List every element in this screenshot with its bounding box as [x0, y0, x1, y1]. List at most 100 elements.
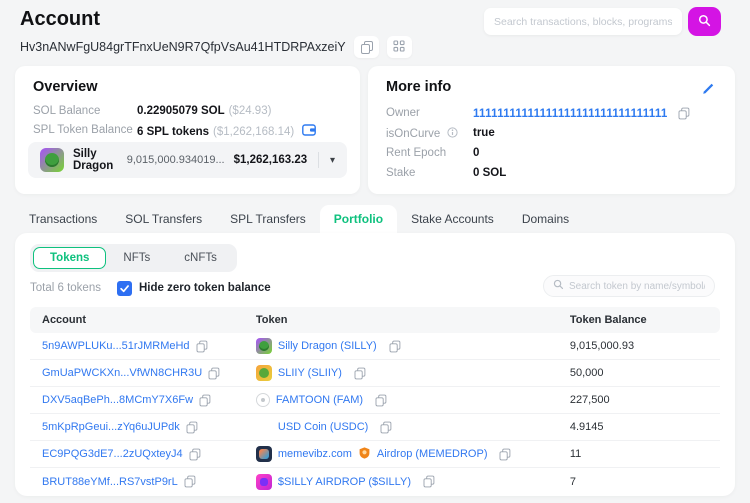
toggle-nfts[interactable]: NFTs	[106, 247, 167, 269]
wallet-icon[interactable]	[302, 124, 317, 139]
token-link[interactable]: memevibz.com	[277, 448, 352, 460]
account-link[interactable]: EC9PQG3dE7...2zUQxteyJ4	[42, 448, 183, 460]
spl-balance-usd: ($1,262,168.14)	[213, 125, 295, 138]
copy-icon[interactable]	[380, 421, 392, 433]
rent-epoch-label: Rent Epoch	[386, 147, 447, 159]
search-icon	[698, 14, 711, 30]
account-address-row: Hv3nANwFgU84grTFnxUeN9R7QfpVsAu41HTDRPAx…	[20, 36, 412, 58]
copy-icon[interactable]	[499, 448, 511, 460]
rent-epoch-value: 0	[473, 147, 480, 159]
memedrop-token-icon	[255, 446, 272, 462]
silly-dragon-token-icon	[40, 148, 64, 172]
header-account: Account	[42, 314, 86, 326]
table-row: DXV5aqBePh...8MCmY7X6Fw FAMTOON (FAM) 22…	[30, 387, 720, 414]
table-header: Account Token Token Balance	[30, 307, 720, 333]
tab-transactions[interactable]: Transactions	[29, 212, 98, 226]
page-title: Account	[20, 8, 100, 30]
tokens-table: Account Token Token Balance 5n9AWPLUKu..…	[30, 307, 720, 495]
account-link[interactable]: BRUT88eYMf...RS7vstP9rL	[42, 475, 178, 488]
hide-zero-checkbox[interactable]	[116, 280, 132, 296]
token-summary-usd: $1,262,163.23	[233, 154, 308, 166]
famtoon-token-icon	[255, 393, 270, 407]
stake-label: Stake	[386, 167, 416, 179]
sol-balance-value: 0.22905079 SOL	[137, 105, 225, 117]
spl-balance-label: SPL Token Balance	[33, 124, 133, 136]
info-icon[interactable]	[446, 127, 458, 141]
asset-type-toggle: Tokens NFTs cNFTs	[30, 244, 237, 272]
tab-stake-accounts[interactable]: Stake Accounts	[411, 212, 494, 226]
hide-zero-label[interactable]: Hide zero token balance	[138, 282, 271, 294]
divider	[318, 152, 319, 168]
copy-icon[interactable]	[199, 394, 211, 406]
portfolio-panel: Tokens NFTs cNFTs Total 6 tokens Hide ze…	[15, 233, 735, 496]
copy-icon[interactable]	[354, 367, 366, 379]
search-button[interactable]	[688, 7, 721, 36]
copy-icon[interactable]	[677, 107, 689, 120]
token-link[interactable]: SLIIY (SLIIY)	[277, 367, 342, 379]
owner-label: Owner	[386, 107, 420, 119]
sliiy-token-icon	[255, 365, 272, 381]
tab-bar: Transactions SOL Transfers SPL Transfers…	[15, 205, 583, 233]
tab-spl-transfers[interactable]: SPL Transfers	[230, 212, 306, 226]
copy-icon[interactable]	[185, 421, 198, 433]
header-token: Token	[255, 314, 288, 326]
token-search[interactable]	[543, 275, 715, 297]
qr-code-button[interactable]	[386, 36, 412, 58]
token-summary-row[interactable]: Silly Dragon 9,015,000.934019... $1,262,…	[28, 142, 347, 178]
table-row: GmUaPWCKXn...VfWN8CHR3U SLIIY (SLIIY) 50…	[30, 360, 720, 387]
toggle-cnfts[interactable]: cNFTs	[167, 247, 234, 269]
stake-value: 0 SOL	[473, 167, 507, 179]
account-link[interactable]: GmUaPWCKXn...VfWN8CHR3U	[42, 367, 203, 379]
account-address: Hv3nANwFgU84grTFnxUeN9R7QfpVsAu41HTDRPAx…	[20, 40, 346, 54]
account-link[interactable]: DXV5aqBePh...8MCmY7X6Fw	[42, 394, 194, 406]
table-row: 5n9AWPLUKu...51rJMRMeHd Silly Dragon (SI…	[30, 333, 720, 360]
table-row: EC9PQG3dE7...2zUQxteyJ4 memevibz.com Air…	[30, 441, 720, 468]
token-balance: 11	[569, 448, 582, 460]
token-link[interactable]: USD Coin (USDC)	[277, 421, 369, 433]
header-token-balance: Token Balance	[569, 314, 647, 326]
token-balance: 227,500	[569, 394, 610, 406]
token-search-input[interactable]	[569, 280, 705, 292]
sol-balance-usd: ($24.93)	[228, 105, 272, 117]
copy-address-button[interactable]	[353, 36, 379, 58]
token-link[interactable]: $SILLY AIRDROP ($SILLY)	[277, 475, 411, 488]
copy-icon[interactable]	[195, 340, 207, 352]
table-row: BRUT88eYMf...RS7vstP9rL $SILLY AIRDROP (…	[30, 468, 720, 495]
overview-card: Overview SOL Balance 0.22905079 SOL ($24.…	[15, 66, 360, 194]
token-link[interactable]: FAMTOON (FAM)	[275, 394, 364, 406]
silly-dragon-token-icon	[255, 338, 272, 354]
token-link[interactable]: Silly Dragon (SILLY)	[277, 340, 377, 352]
tab-domains[interactable]: Domains	[521, 212, 570, 226]
chevron-down-icon[interactable]: ▾	[329, 154, 335, 166]
total-tokens-label: Total 6 tokens	[30, 282, 101, 294]
copy-icon[interactable]	[375, 394, 387, 406]
overview-title: Overview	[33, 79, 98, 95]
table-row: 5mKpRpGeui...zYq6uJUPdk USD Coin (USDC) …	[30, 414, 720, 441]
shield-icon	[359, 446, 370, 462]
more-info-card: More info Owner 111111111111111111111111…	[368, 66, 735, 194]
account-link[interactable]: 5n9AWPLUKu...51rJMRMeHd	[42, 340, 190, 352]
copy-icon[interactable]	[183, 475, 196, 488]
tab-sol-transfers[interactable]: SOL Transfers	[125, 212, 203, 226]
token-summary-amount: 9,015,000.934019...	[126, 154, 225, 166]
token-balance: 4.9145	[569, 421, 604, 433]
sol-balance-label: SOL Balance	[33, 105, 101, 117]
silly-airdrop-token-icon	[255, 473, 272, 490]
toggle-tokens[interactable]: Tokens	[33, 247, 107, 269]
copy-icon	[360, 40, 373, 54]
qr-code-icon	[393, 39, 405, 55]
copy-icon[interactable]	[388, 340, 401, 352]
token-link[interactable]: Airdrop (MEMEDROP)	[376, 448, 488, 460]
tab-portfolio[interactable]: Portfolio	[319, 205, 398, 233]
global-search[interactable]	[484, 8, 682, 35]
token-balance: 9,015,000.93	[569, 340, 635, 352]
owner-link[interactable]: 11111111111111111111111111111111	[473, 107, 668, 120]
copy-icon[interactable]	[188, 448, 200, 460]
edit-icon[interactable]	[702, 82, 715, 100]
copy-icon[interactable]	[423, 475, 435, 488]
global-search-input[interactable]	[494, 15, 672, 28]
filters-row: Total 6 tokens Hide zero token balance	[30, 278, 271, 298]
account-link[interactable]: 5mKpRpGeui...zYq6uJUPdk	[42, 421, 180, 433]
copy-icon[interactable]	[208, 367, 220, 379]
